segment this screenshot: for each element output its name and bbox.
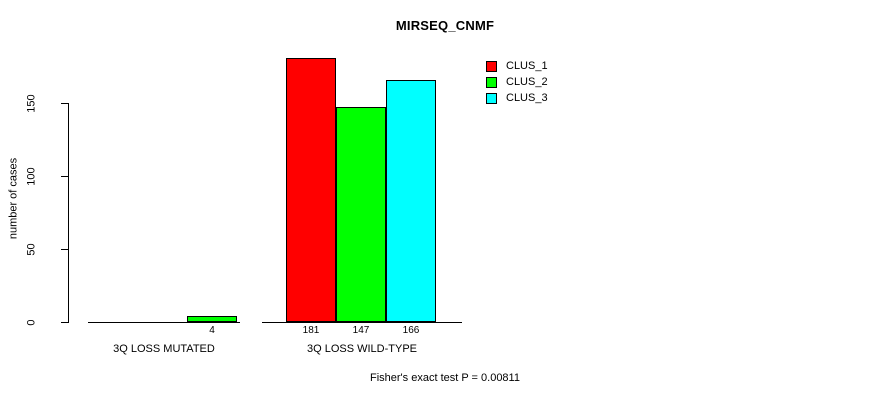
bar-clus_1-group-2 [286, 57, 336, 322]
y-axis-tick-label: 100 [25, 167, 38, 186]
legend-label: CLUS_3 [506, 91, 548, 104]
bar-value-label: 4 [209, 325, 215, 336]
x-axis-group-label: 3Q LOSS MUTATED [113, 343, 215, 355]
legend-color-swatch [486, 76, 497, 88]
y-axis-tick-mark [61, 103, 68, 104]
chart-title: MIRSEQ_CNMF [395, 18, 495, 33]
legend-color-swatch [486, 60, 497, 72]
y-axis-tick-label: 50 [25, 243, 38, 256]
group-baseline [88, 322, 240, 323]
y-axis-tick-mark [61, 176, 68, 177]
bar-clus_2-group-1 [187, 316, 237, 322]
x-axis-group-label: 3Q LOSS WILD-TYPE [306, 343, 418, 355]
statistical-test-annotation: Fisher's exact test P = 0.00811 [370, 372, 520, 384]
y-axis-tick-mark [61, 249, 68, 250]
legend-item-clus_3: CLUS_3 [486, 90, 548, 106]
legend-label: CLUS_1 [506, 59, 548, 72]
legend-color-swatch [486, 92, 497, 104]
bar-value-label: 166 [402, 325, 420, 336]
legend-item-clus_1: CLUS_1 [486, 58, 548, 74]
legend: CLUS_1 CLUS_2 CLUS_3 [486, 58, 548, 106]
y-axis-title: number of cases [7, 157, 20, 240]
y-axis-tick-mark [61, 322, 68, 323]
legend-item-clus_2: CLUS_2 [486, 74, 548, 90]
bar-clus_3-group-2 [386, 79, 436, 322]
group-baseline [262, 322, 462, 323]
y-axis-line [68, 103, 69, 323]
y-axis-tick-label: 0 [25, 319, 38, 326]
bar-clus_2-group-2 [336, 107, 386, 322]
legend-label: CLUS_2 [506, 75, 548, 88]
bar-value-label: 181 [302, 325, 320, 336]
bar-value-label: 147 [352, 325, 370, 336]
y-axis-tick-label: 150 [25, 94, 38, 113]
